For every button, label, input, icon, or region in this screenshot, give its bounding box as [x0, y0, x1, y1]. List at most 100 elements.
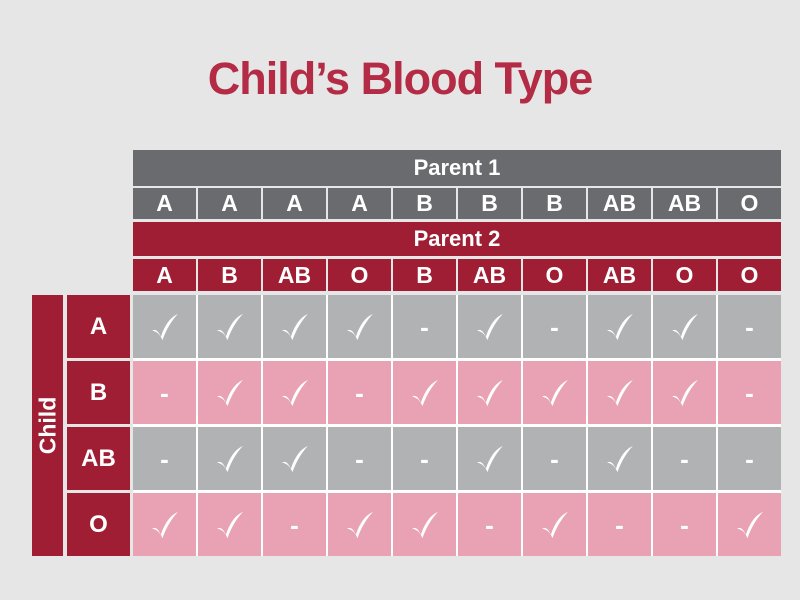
check-icon: [604, 311, 636, 343]
grid-cell: [588, 427, 651, 490]
check-icon: [214, 377, 246, 409]
grid-cell: -: [588, 493, 651, 556]
check-icon: [669, 311, 701, 343]
parent2-type-cell: AB: [588, 259, 651, 291]
parent1-header-band: Parent 1: [133, 150, 781, 186]
grid-cell: [393, 361, 456, 424]
grid-cell: [263, 427, 326, 490]
dash-icon: -: [745, 377, 754, 408]
grid-cell: [198, 295, 261, 358]
page-title: Child’s Blood Type: [207, 53, 594, 104]
check-icon: [149, 311, 181, 343]
check-icon: [409, 377, 441, 409]
check-icon: [734, 509, 766, 541]
grid-cell: [133, 493, 196, 556]
dash-icon: -: [355, 377, 364, 408]
grid-cell: [328, 295, 391, 358]
grid-cell: [653, 361, 716, 424]
check-icon: [149, 509, 181, 541]
parent2-header-band: Parent 2: [133, 222, 781, 256]
dash-icon: -: [745, 311, 754, 342]
check-icon: [279, 377, 311, 409]
grid-cell: [393, 493, 456, 556]
dash-icon: -: [485, 509, 494, 540]
grid-cell: -: [653, 427, 716, 490]
grid-cell: [588, 295, 651, 358]
check-icon: [604, 443, 636, 475]
grid-cell: -: [393, 295, 456, 358]
child-types-column: A B AB O: [67, 295, 130, 556]
parent1-types-row: A A A A B B B AB AB O: [133, 188, 781, 219]
grid-cell: [328, 493, 391, 556]
child-type-cell: A: [67, 295, 130, 358]
parent1-type-cell: O: [718, 188, 781, 219]
grid-cell: [198, 361, 261, 424]
grid-cell: -: [458, 493, 521, 556]
parent1-type-cell: A: [328, 188, 391, 219]
grid-cell: [198, 493, 261, 556]
dash-icon: -: [160, 377, 169, 408]
dash-icon: -: [680, 509, 689, 540]
parent1-type-cell: A: [198, 188, 261, 219]
grid-cell: [263, 361, 326, 424]
check-icon: [279, 443, 311, 475]
grid-cell: -: [263, 493, 326, 556]
grid-cell: -: [328, 361, 391, 424]
parent1-type-cell: AB: [653, 188, 716, 219]
grid-cell: -: [718, 361, 781, 424]
dash-icon: -: [745, 443, 754, 474]
parent1-type-cell: B: [523, 188, 586, 219]
check-icon: [409, 509, 441, 541]
dash-icon: -: [680, 443, 689, 474]
check-icon: [474, 311, 506, 343]
blood-type-result-grid: - - - - - - - - - - - - - - - -: [133, 295, 781, 556]
parent1-type-cell: B: [393, 188, 456, 219]
parent2-type-cell: AB: [458, 259, 521, 291]
child-axis-band: Child: [32, 295, 63, 556]
child-axis-label: Child: [34, 396, 60, 455]
grid-cell: -: [718, 295, 781, 358]
grid-cell: [588, 361, 651, 424]
check-icon: [279, 311, 311, 343]
parent2-type-cell: AB: [263, 259, 326, 291]
grid-cell: -: [523, 295, 586, 358]
dash-icon: -: [355, 443, 364, 474]
grid-cell: -: [133, 361, 196, 424]
grid-cell: [523, 361, 586, 424]
child-type-cell: AB: [67, 427, 130, 490]
check-icon: [214, 443, 246, 475]
grid-cell: [458, 427, 521, 490]
dash-icon: -: [160, 443, 169, 474]
dash-icon: -: [550, 443, 559, 474]
check-icon: [669, 377, 701, 409]
child-type-cell: B: [67, 361, 130, 424]
grid-cell: [133, 295, 196, 358]
check-icon: [344, 509, 376, 541]
parent2-type-cell: B: [198, 259, 261, 291]
child-type-cell: O: [67, 493, 130, 556]
grid-cell: [263, 295, 326, 358]
check-icon: [474, 377, 506, 409]
dash-icon: -: [420, 311, 429, 342]
parent1-type-cell: AB: [588, 188, 651, 219]
dash-icon: -: [615, 509, 624, 540]
check-icon: [214, 509, 246, 541]
grid-cell: -: [523, 427, 586, 490]
dash-icon: -: [550, 311, 559, 342]
grid-cell: -: [718, 427, 781, 490]
dash-icon: -: [420, 443, 429, 474]
grid-cell: -: [328, 427, 391, 490]
dash-icon: -: [290, 509, 299, 540]
grid-cell: [653, 295, 716, 358]
check-icon: [604, 377, 636, 409]
grid-cell: [718, 493, 781, 556]
grid-cell: -: [653, 493, 716, 556]
parent2-type-cell: O: [718, 259, 781, 291]
grid-cell: [458, 295, 521, 358]
check-icon: [214, 311, 246, 343]
grid-cell: [523, 493, 586, 556]
parent1-type-cell: B: [458, 188, 521, 219]
grid-cell: [458, 361, 521, 424]
check-icon: [474, 443, 506, 475]
